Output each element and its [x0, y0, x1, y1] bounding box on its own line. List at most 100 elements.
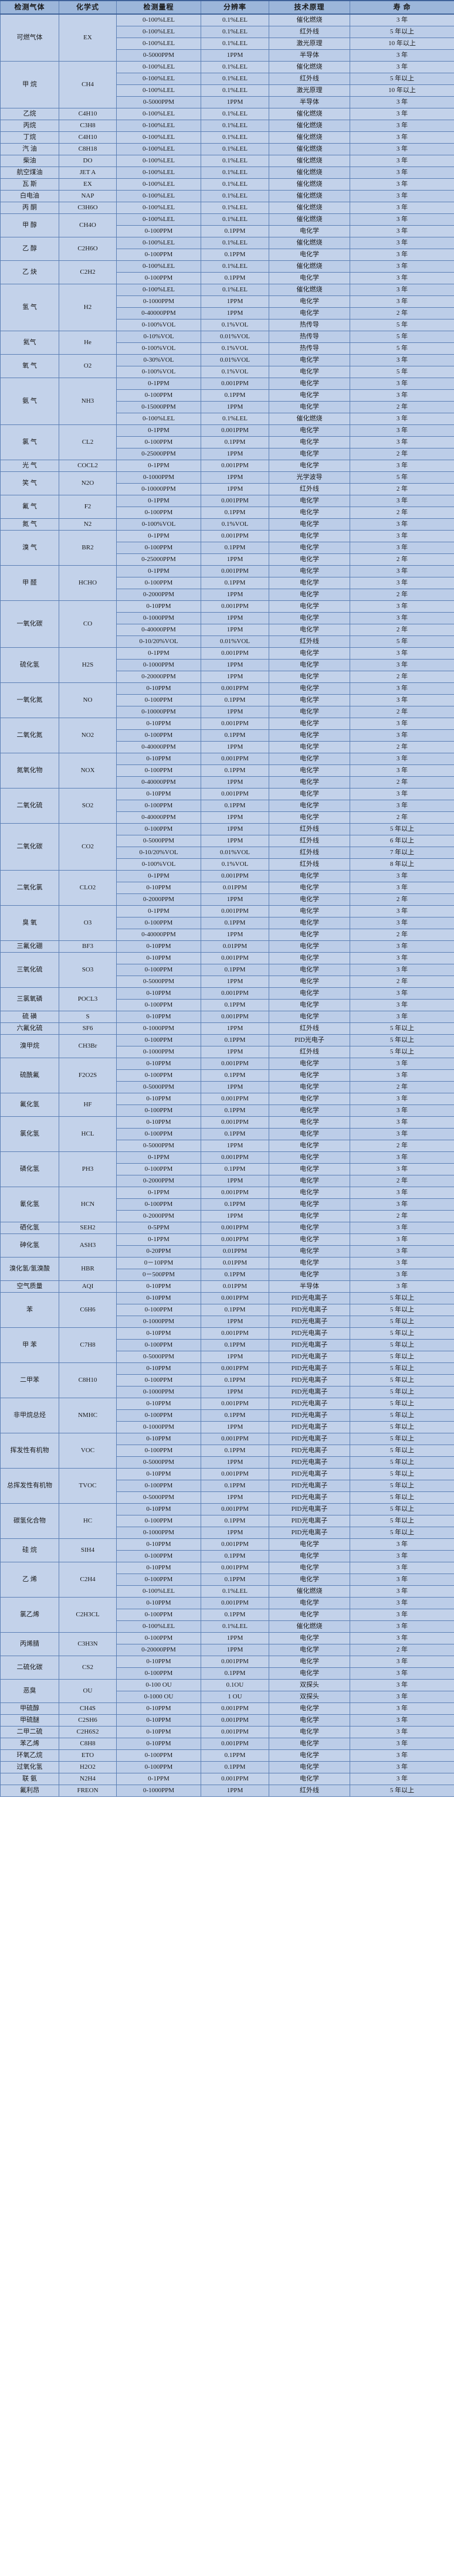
- detection-range-cell: 0-100PPM: [116, 577, 201, 589]
- detection-range-cell: 0-100PPM: [116, 1632, 201, 1644]
- technology-cell: 电化学: [269, 1749, 350, 1762]
- chemical-formula-cell: F2: [59, 495, 117, 519]
- technology-cell: 电化学: [269, 1175, 350, 1187]
- detection-range-cell: 0-10PPM: [116, 952, 201, 964]
- detection-range-cell: 0-100%LEL: [116, 260, 201, 273]
- detection-range-cell: 0-10/20%VOL: [116, 635, 201, 648]
- table-row: 0-100PPM 0.1PPM PID光电离子 5 年以上: [1, 1339, 454, 1351]
- chemical-formula-cell: C8H18: [59, 143, 117, 155]
- resolution-cell: 1PPM: [201, 624, 269, 636]
- table-row: 0-100PPM 0.1PPM 电化学 3 年: [1, 542, 454, 554]
- table-row: 六氟化硫 SF6 0-1000PPM 1PPM 红外线 5 年以上: [0, 1022, 454, 1035]
- resolution-cell: 0.001PPM: [201, 1562, 269, 1574]
- service-life-cell: 5 年以上: [350, 1034, 454, 1046]
- resolution-cell: 1PPM: [201, 1210, 269, 1222]
- service-life-cell: 3 年: [350, 1245, 454, 1258]
- service-life-cell: 5 年: [350, 635, 454, 648]
- technology-cell: 电化学: [269, 1257, 350, 1269]
- detection-range-cell: 0-10PPM: [116, 1362, 201, 1375]
- service-life-cell: 3 年: [350, 225, 454, 237]
- resolution-cell: 0.001PPM: [201, 1011, 269, 1023]
- resolution-cell: 0.001PPM: [201, 495, 269, 507]
- gas-name-cell: 恶臭: [0, 1679, 59, 1703]
- resolution-cell: 0.1PPM: [201, 964, 269, 976]
- gas-name-cell: 光 气: [0, 460, 59, 472]
- resolution-cell: 0.1PPM: [201, 1105, 269, 1117]
- table-row: 硫 磺 S 0-10PPM 0.001PPM 电化学 3 年: [0, 1011, 454, 1023]
- table-row: 0-10/20%VOL 0.01%VOL 红外线 7 年以上: [1, 847, 454, 859]
- gas-name-cell: 氢 气: [0, 284, 59, 331]
- technology-cell: 电化学: [269, 800, 350, 812]
- table-row: 0-10000PPM 1PPM 电化学 2 年: [1, 706, 454, 718]
- technology-cell: 电化学: [269, 1081, 350, 1093]
- service-life-cell: 3 年: [350, 940, 454, 953]
- service-life-cell: 3 年: [350, 987, 454, 1000]
- column-header-formula: 化学式: [59, 0, 117, 15]
- table-row: 二氧化碳 CO2 0-100PPM 1PPM 红外线 5 年以上: [0, 823, 454, 871]
- technology-cell: 热传导: [269, 331, 350, 343]
- detection-range-cell: 0-100%LEL: [116, 73, 201, 85]
- table-row: 0-100PPM 0.1PPM PID光电离子 5 年以上: [1, 1480, 454, 1492]
- technology-cell: 电化学: [269, 905, 350, 917]
- service-life-cell: 2 年: [350, 893, 454, 906]
- resolution-cell: 0.01PPM: [201, 940, 269, 953]
- service-life-cell: 2 年: [350, 811, 454, 824]
- detection-range-cell: 0-100PPM: [116, 1198, 201, 1211]
- detection-range-cell: 0-10PPM: [116, 1292, 201, 1304]
- technology-cell: 电化学: [269, 424, 350, 437]
- gas-name-cell: 柴油: [0, 155, 59, 167]
- detection-range-cell: 0-5000PPM: [116, 96, 201, 108]
- service-life-cell: 3 年: [350, 213, 454, 226]
- detection-range-cell: 0-100%VOL: [116, 366, 201, 378]
- resolution-cell: 0.001PPM: [201, 1433, 269, 1445]
- resolution-cell: 0.001PPM: [201, 952, 269, 964]
- technology-cell: PID光电离子: [269, 1339, 350, 1351]
- resolution-cell: 0.01%VOL: [201, 635, 269, 648]
- technology-cell: 电化学: [269, 460, 350, 472]
- technology-cell: 电化学: [269, 952, 350, 964]
- table-row: 磷化氢 PH3 0-1PPM 0.001PPM 电化学 3 年: [0, 1151, 454, 1187]
- gas-name-cell: 磷化氢: [0, 1151, 59, 1187]
- service-life-cell: 3 年: [350, 1187, 454, 1199]
- technology-cell: 电化学: [269, 565, 350, 577]
- table-row: 0-40000PPM 1PPM 电化学 2 年: [1, 624, 454, 636]
- resolution-cell: 0.001PPM: [201, 753, 269, 765]
- detection-range-cell: 0-100PPM: [116, 1609, 201, 1621]
- detection-range-cell: 0-20000PPM: [116, 671, 201, 683]
- table-row: 0-1000PPM 1PPM 电化学 3 年: [1, 659, 454, 671]
- service-life-cell: 3 年: [350, 1128, 454, 1140]
- detection-range-cell: 0-10PPM: [116, 1597, 201, 1609]
- detection-range-cell: 0-100PPM: [116, 823, 201, 835]
- resolution-cell: 0.1PPM: [201, 1609, 269, 1621]
- resolution-cell: 0.001PPM: [201, 788, 269, 800]
- detection-range-cell: 0-10PPM: [116, 682, 201, 695]
- table-row: 0-20PPM 0.01PPM 电化学 3 年: [1, 1245, 454, 1258]
- service-life-cell: 3 年: [350, 1761, 454, 1773]
- technology-cell: PID光电离子: [269, 1292, 350, 1304]
- technology-cell: 电化学: [269, 893, 350, 906]
- service-life-cell: 5 年以上: [350, 1398, 454, 1410]
- resolution-cell: 1PPM: [201, 1785, 269, 1797]
- chemical-formula-cell: N2H4: [59, 1773, 117, 1785]
- resolution-cell: 0.1%LEL: [201, 61, 269, 73]
- gas-name-cell: 乙烷: [0, 108, 59, 120]
- technology-cell: 激光原理: [269, 84, 350, 97]
- technology-cell: 电化学: [269, 507, 350, 519]
- table-row: 苯 C6H6 0-10PPM 0.001PPM PID光电离子 5 年以上: [0, 1292, 454, 1328]
- detection-range-cell: 0－500PPM: [116, 1269, 201, 1281]
- chemical-formula-cell: CO: [59, 600, 117, 648]
- table-row: 0-100PPM 0.1PPM 电化学 3 年: [1, 1667, 454, 1680]
- detection-range-cell: 0-10%VOL: [116, 331, 201, 343]
- service-life-cell: 3 年: [350, 753, 454, 765]
- technology-cell: 电化学: [269, 354, 350, 366]
- chemical-formula-cell: HCHO: [59, 565, 117, 601]
- service-life-cell: 2 年: [350, 929, 454, 941]
- table-row: 白电油 NAP 0-100%LEL 0.1%LEL 催化燃烧 3 年: [0, 190, 454, 202]
- gas-name-cell: 溴 气: [0, 530, 59, 566]
- table-row: 丙 酮 C3H6O 0-100%LEL 0.1%LEL 催化燃烧 3 年: [0, 202, 454, 214]
- detection-range-cell: 0-10PPM: [116, 1327, 201, 1340]
- detection-range-cell: 0-100%LEL: [116, 108, 201, 120]
- technology-cell: 电化学: [269, 1093, 350, 1105]
- gas-name-cell: 六氟化硫: [0, 1022, 59, 1035]
- detection-range-cell: 0-10PPM: [116, 882, 201, 894]
